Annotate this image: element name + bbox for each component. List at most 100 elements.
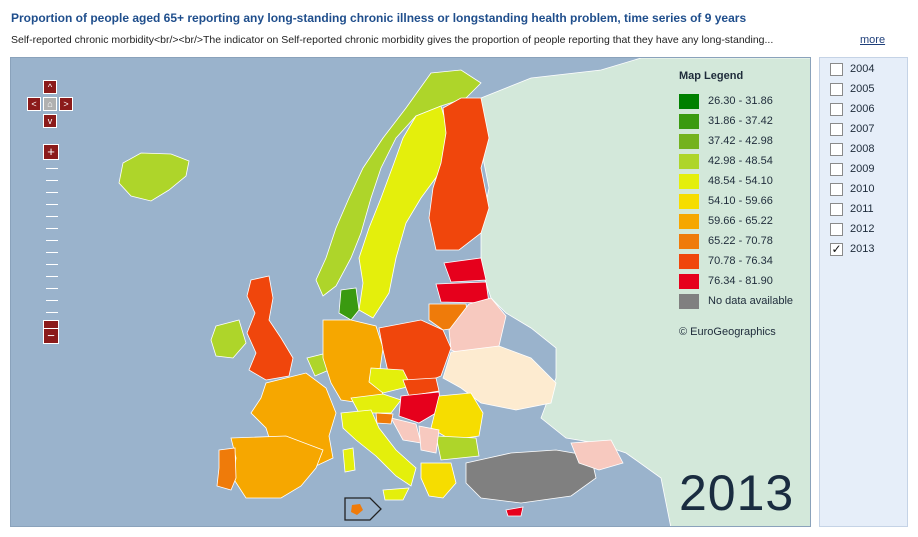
year-checkbox[interactable] — [830, 102, 843, 116]
year-label: 2013 — [850, 243, 875, 255]
legend-swatch — [679, 193, 699, 209]
year-option-2008[interactable]: 2008 — [830, 140, 874, 158]
zoom-in-button[interactable]: + — [43, 144, 59, 160]
region-czech[interactable] — [368, 367, 412, 394]
legend-item: 54.10 - 59.66 — [679, 191, 807, 211]
year-option-2004[interactable]: 2004 — [830, 60, 874, 78]
legend-swatch — [679, 133, 699, 149]
legend-item: 59.66 - 65.22 — [679, 211, 807, 231]
region-slovenia[interactable] — [375, 412, 394, 425]
year-checkbox[interactable] — [830, 222, 843, 236]
legend-label: 65.22 - 70.78 — [708, 235, 773, 247]
region-united-kingdom[interactable] — [246, 275, 294, 381]
year-checkbox[interactable] — [830, 82, 843, 96]
map-legend: Map Legend 26.30 - 31.86 31.86 - 37.42 37.… — [679, 70, 807, 311]
year-checkbox[interactable] — [830, 162, 843, 176]
legend-item: 65.22 - 70.78 — [679, 231, 807, 251]
region-spain[interactable] — [230, 435, 324, 499]
legend-item: 70.78 - 76.34 — [679, 251, 807, 271]
year-label: 2004 — [850, 63, 875, 75]
legend-label: No data available — [708, 295, 794, 307]
region-sardinia[interactable] — [342, 447, 356, 473]
legend-label: 70.78 - 76.34 — [708, 255, 773, 267]
year-checkbox[interactable]: ✓ — [830, 241, 843, 256]
year-option-2011[interactable]: 2011 — [830, 200, 874, 218]
legend-item: 76.34 - 81.90 — [679, 271, 807, 291]
year-checkbox[interactable] — [830, 62, 843, 76]
legend-item: 31.86 - 37.42 — [679, 111, 807, 131]
home-icon[interactable]: ⌂ — [43, 97, 57, 111]
pan-down-button[interactable]: v — [43, 114, 57, 128]
year-checkbox[interactable] — [830, 182, 843, 196]
region-finland[interactable] — [428, 97, 490, 251]
legend-label: 54.10 - 59.66 — [708, 195, 773, 207]
legend-swatch — [679, 113, 699, 129]
region-portugal[interactable] — [216, 447, 237, 491]
region-estonia[interactable] — [443, 257, 487, 283]
region-cyprus[interactable] — [505, 506, 524, 517]
year-label: 2008 — [850, 143, 875, 155]
legend-item: 26.30 - 31.86 — [679, 91, 807, 111]
page-title: Proportion of people aged 65+ reporting … — [11, 11, 747, 25]
year-selector: 2004 2005 2006 2007 2008 2009 2010 2011 2012 ✓ 201… — [819, 57, 908, 527]
region-iceland[interactable] — [118, 152, 190, 202]
year-checkbox[interactable] — [830, 142, 843, 156]
year-label: 2010 — [850, 183, 875, 195]
pan-left-button[interactable]: < — [27, 97, 41, 111]
year-option-2013[interactable]: ✓ 2013 — [830, 240, 874, 258]
year-option-2005[interactable]: 2005 — [830, 80, 874, 98]
region-hungary[interactable] — [398, 391, 442, 424]
legend-swatch — [679, 253, 699, 269]
year-label: 2006 — [850, 103, 875, 115]
europe-map[interactable] — [11, 58, 811, 527]
more-link[interactable]: more — [860, 34, 886, 46]
year-option-2012[interactable]: 2012 — [830, 220, 874, 238]
legend-item: 37.42 - 42.98 — [679, 131, 807, 151]
legend-label: 59.66 - 65.22 — [708, 215, 773, 227]
region-bulgaria[interactable] — [435, 435, 480, 461]
copyright-notice: © EuroGeographics — [679, 326, 776, 338]
legend-item: 48.54 - 54.10 — [679, 171, 807, 191]
legend-label: 31.86 - 37.42 — [708, 115, 773, 127]
region-ireland[interactable] — [210, 319, 247, 359]
year-checkbox[interactable] — [830, 202, 843, 216]
region-denmark[interactable] — [338, 287, 360, 321]
pan-up-button[interactable]: ^ — [43, 80, 57, 94]
year-label: 2011 — [850, 203, 874, 215]
legend-swatch — [679, 173, 699, 189]
legend-label: 76.34 - 81.90 — [708, 275, 773, 287]
legend-item: No data available — [679, 291, 807, 311]
year-option-2006[interactable]: 2006 — [830, 100, 874, 118]
region-slovakia[interactable] — [402, 377, 440, 397]
legend-label: 26.30 - 31.86 — [708, 95, 773, 107]
region-italy[interactable] — [340, 409, 417, 487]
region-serbia[interactable] — [418, 425, 440, 454]
indicator-description: Self-reported chronic morbidity<br/><br/… — [11, 34, 774, 46]
region-latvia[interactable] — [435, 281, 490, 304]
region-austria[interactable] — [350, 393, 402, 414]
zoom-out-button[interactable]: − — [43, 328, 59, 344]
region-russia[interactable] — [480, 58, 811, 527]
year-option-2009[interactable]: 2009 — [830, 160, 874, 178]
year-label: 2005 — [850, 83, 875, 95]
region-germany[interactable] — [322, 319, 384, 404]
region-turkey[interactable] — [465, 449, 597, 504]
region-sicily[interactable] — [382, 487, 410, 501]
region-caucasus[interactable] — [570, 439, 624, 471]
inset-map-marker[interactable] — [344, 496, 384, 522]
year-option-2007[interactable]: 2007 — [830, 120, 874, 138]
pan-right-button[interactable]: > — [59, 97, 73, 111]
year-option-2010[interactable]: 2010 — [830, 180, 874, 198]
year-checkbox[interactable] — [830, 122, 843, 136]
legend-swatch — [679, 273, 699, 289]
legend-label: 37.42 - 42.98 — [708, 135, 773, 147]
region-greece[interactable] — [420, 462, 457, 499]
legend-swatch — [679, 293, 699, 309]
legend-label: 42.98 - 48.54 — [708, 155, 773, 167]
zoom-slider[interactable] — [43, 166, 59, 316]
legend-swatch — [679, 213, 699, 229]
selected-year-display: 2013 — [679, 465, 795, 521]
map-panel[interactable]: ^ < ⌂ > v + − Map Legend 26.30 - 31.86 31… — [10, 57, 811, 527]
legend-title: Map Legend — [679, 70, 744, 82]
legend-swatch — [679, 233, 699, 249]
